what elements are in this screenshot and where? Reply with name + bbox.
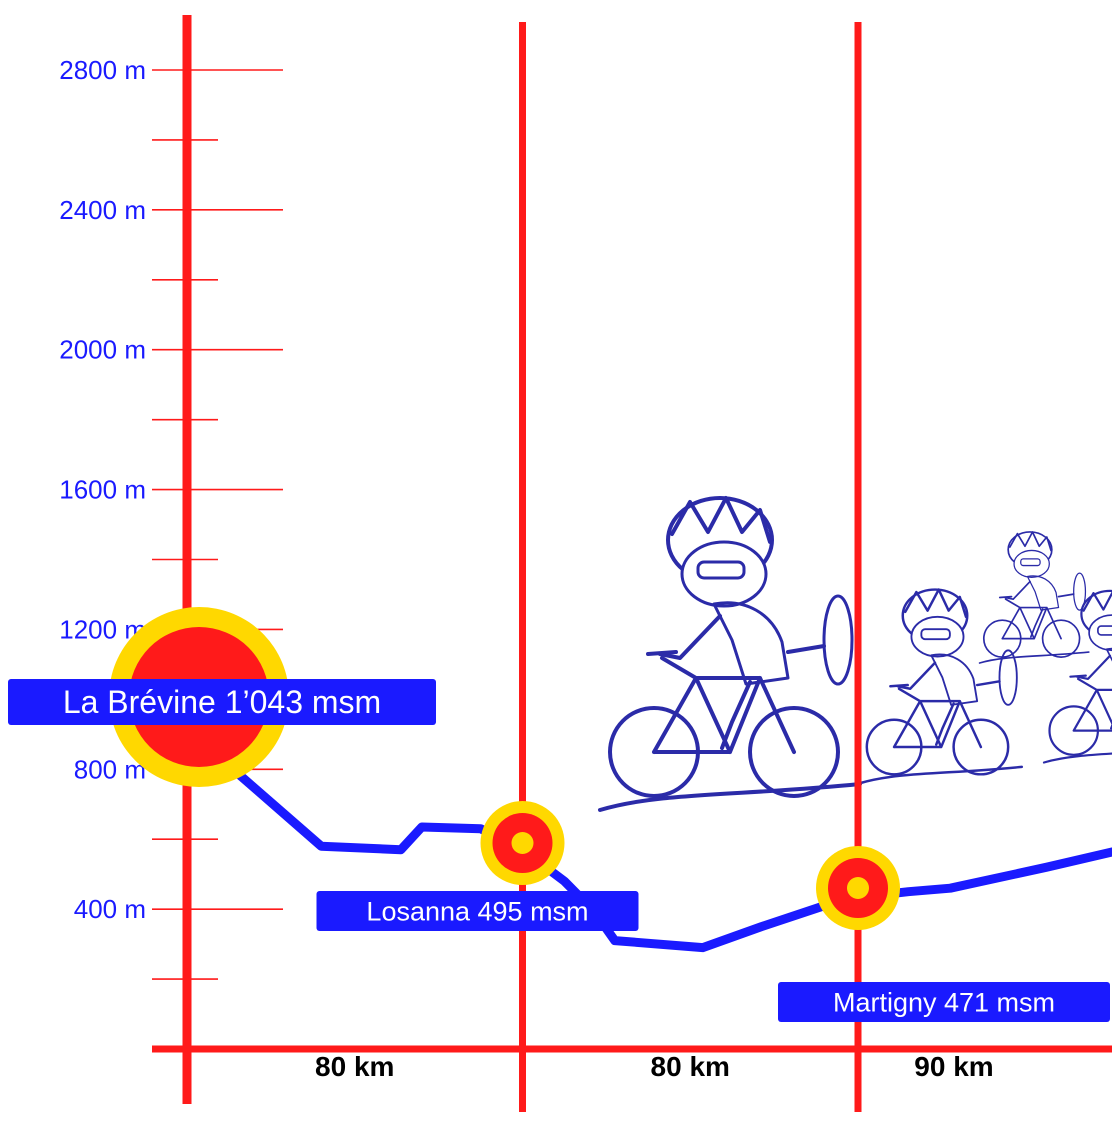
location-label: Losanna 495 msm [366,896,588,926]
location-label: La Brévine 1’043 msm [63,684,381,720]
y-tick-label: 400 m [74,894,146,924]
cyclist-illustration [978,531,1090,664]
cyclist-illustration [1042,589,1112,764]
y-tick-label: 1600 m [59,475,146,505]
location-marker-center [511,832,534,854]
location-label: Martigny 471 msm [833,987,1055,1017]
location-label-box [8,679,436,725]
y-tick-label: 2400 m [59,195,146,225]
location-label-box [778,982,1110,1022]
distance-label: 80 km [315,1051,394,1082]
y-tick-label: 2000 m [59,335,146,365]
distance-label: 90 km [914,1051,993,1082]
location-label-box [316,891,639,931]
location-marker-center [847,877,869,899]
distance-label: 80 km [651,1051,730,1082]
y-tick-label: 2800 m [59,55,146,85]
y-tick-label: 800 m [74,754,146,784]
cyclist-illustration [598,496,862,812]
cyclist-illustration [859,588,1024,785]
